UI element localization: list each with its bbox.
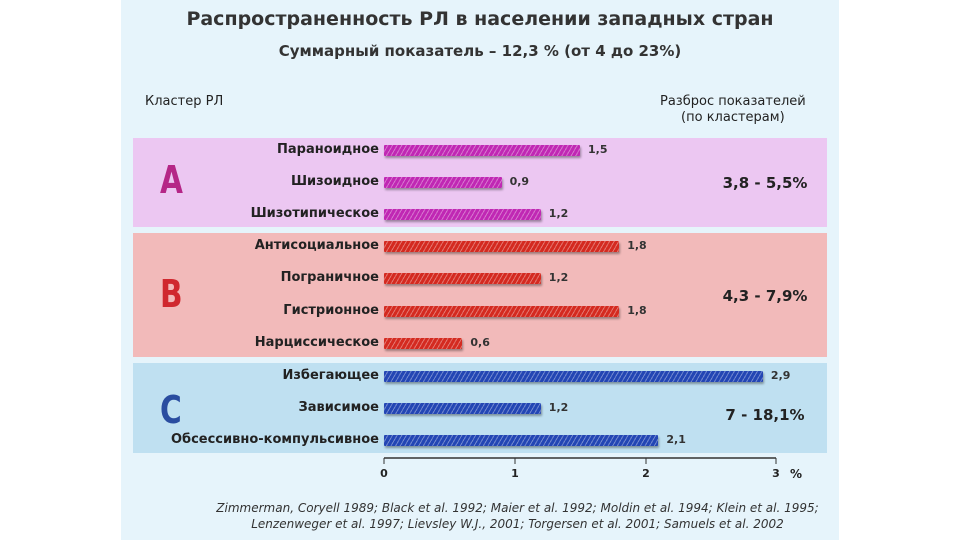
x-axis-unit: % [789, 467, 803, 481]
value-label: 1,8 [627, 304, 647, 317]
value-label: 1,8 [627, 239, 647, 252]
references-line2: Lenzenweger et al. 1997; Lievsley W.J., … [251, 517, 784, 531]
value-label: 1,2 [548, 401, 569, 414]
references-line1: Zimmerman, Coryell 1989; Black et al. 19… [216, 501, 819, 515]
category-label: Шизотипическое [250, 206, 379, 221]
bar [384, 177, 502, 188]
value-label: 1,2 [548, 207, 569, 220]
cluster-a-range: 3,8 - 5,5% [722, 174, 808, 192]
value-label: 1,2 [548, 271, 569, 284]
range-header-line2: (по кластерам) [681, 110, 785, 125]
value-label: 1,5 [588, 143, 608, 156]
bar [384, 403, 541, 414]
value-label: 0,6 [470, 336, 490, 349]
value-label: 2,9 [770, 369, 791, 382]
bar [384, 371, 763, 382]
bar [384, 435, 659, 446]
category-label: Зависимое [298, 400, 379, 415]
bar [384, 145, 580, 156]
category-label: Избегающее [282, 368, 379, 383]
bar [384, 338, 463, 349]
page-title: Распространенность РЛ в населении западн… [186, 8, 774, 30]
cluster-c-range: 7 - 18,1% [725, 406, 805, 424]
x-tick-label-1: 1 [511, 467, 519, 480]
cluster-a-letter: A [160, 158, 183, 202]
cluster-b-panel [133, 233, 827, 357]
category-label: Нарциссическое [254, 335, 379, 350]
x-tick-label-0: 0 [380, 467, 388, 480]
category-label: Пограничное [280, 270, 379, 285]
category-label: Шизоидное [291, 174, 379, 189]
page-subtitle: Суммарный показатель – 12,3 % (от 4 до 2… [278, 42, 682, 60]
bar [384, 306, 620, 317]
cluster-column-header: Кластер РЛ [145, 94, 224, 109]
range-header-line1: Разброс показателей [660, 94, 806, 109]
cluster-b-range: 4,3 - 7,9% [722, 287, 808, 305]
x-tick-label-2: 2 [642, 467, 650, 480]
cluster-c-letter: C [160, 388, 182, 432]
category-label: Параноидное [277, 142, 379, 157]
bar [384, 241, 620, 252]
category-label: Гистрионное [283, 303, 379, 318]
x-tick-label-3: 3 [772, 467, 780, 480]
references: Zimmerman, Coryell 1989; Black et al. 19… [0, 500, 960, 532]
bar [384, 273, 541, 284]
range-column-header: Разброс показателей (по кластерам) [660, 94, 806, 126]
value-label: 0,9 [509, 175, 530, 188]
bar [384, 209, 541, 220]
category-label: Антисоциальное [254, 238, 379, 253]
cluster-b-letter: B [160, 272, 183, 316]
value-label: 2,1 [666, 433, 686, 446]
category-label: Обсессивно-компульсивное [170, 432, 379, 447]
